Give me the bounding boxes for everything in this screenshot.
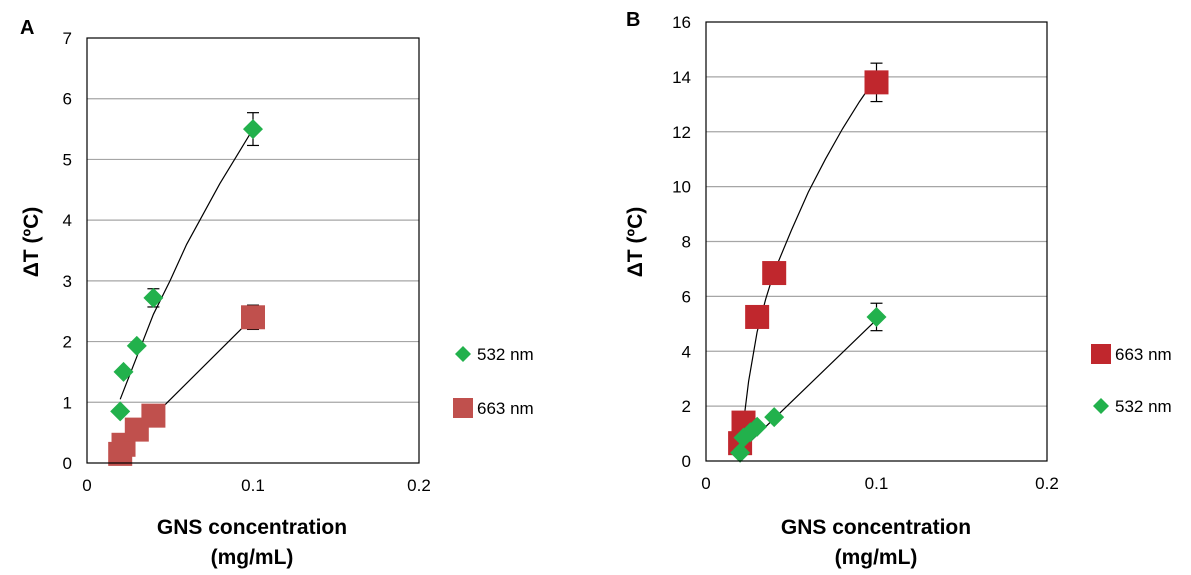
chart-panel-a: A 0 1 2 3 4 5 6 7 0 0.1 0.2 ΔT (ºC) GNS concentra… <box>20 17 534 569</box>
y-tick-labels-b: 0 2 4 6 8 10 12 14 16 <box>672 13 691 471</box>
legend-marker-a-532nm <box>455 346 471 362</box>
legend-label-b-532nm: 532 nm <box>1115 397 1172 416</box>
x-axis-title-b-line2: (mg/mL) <box>835 546 918 569</box>
x-tick-label-b-1: 0.1 <box>865 474 889 493</box>
trendline-b-663nm <box>742 76 877 423</box>
legend-label-a-532nm: 532 nm <box>477 345 534 364</box>
y-tick-label-a-2: 2 <box>63 333 72 352</box>
data-point-b-663nm-2 <box>745 304 770 329</box>
x-tick-labels-b: 0 0.1 0.2 <box>701 474 1059 493</box>
data-point-a-532nm-3 <box>143 287 164 308</box>
data-point-b-532nm-0 <box>730 442 751 463</box>
data-point-b-532nm-5 <box>866 306 887 327</box>
y-tick-label-b-3: 6 <box>682 287 691 306</box>
data-point-a-532nm-1 <box>113 361 134 382</box>
chart-panel-b: B 0 2 4 6 8 10 12 14 16 0 0.1 0.2 ΔT (ºC) GNS conc… <box>624 9 1172 569</box>
data-point-a-532nm-2 <box>126 335 147 356</box>
plot-border-b <box>705 21 1048 462</box>
y-tick-label-b-0: 0 <box>682 452 691 471</box>
x-tick-label-b-0: 0 <box>701 474 710 493</box>
y-tick-label-a-0: 0 <box>63 454 72 473</box>
legend-label-a-663nm: 663 nm <box>477 399 534 418</box>
legend-b: 663 nm 532 nm <box>1091 344 1172 416</box>
x-axis-title-b-line1: GNS concentration <box>781 516 971 539</box>
y-tick-labels-a: 0 1 2 3 4 5 6 7 <box>63 29 72 473</box>
plot-frame-b <box>705 21 1048 462</box>
panel-label-b: B <box>626 9 640 31</box>
error-bars-b <box>870 62 883 332</box>
y-tick-label-b-8: 16 <box>672 13 691 32</box>
data-point-b-663nm-3 <box>762 261 787 286</box>
x-tick-label-b-2: 0.2 <box>1035 474 1059 493</box>
x-tick-label-a-1: 0.1 <box>241 476 265 495</box>
trendline-a-532nm <box>119 128 254 400</box>
grid-lines-b <box>706 76 1047 407</box>
data-point-a-532nm-0 <box>110 401 131 422</box>
trendlines-b <box>739 76 877 452</box>
data-point-a-663nm-3 <box>141 403 166 428</box>
x-axis-title-a-line1: GNS concentration <box>157 516 347 539</box>
legend-marker-a-663nm <box>453 398 473 418</box>
legend-marker-b-663nm <box>1091 344 1111 364</box>
data-point-a-663nm-4 <box>241 305 265 330</box>
plot-frame-a <box>86 37 420 464</box>
y-tick-label-a-6: 6 <box>63 90 72 109</box>
y-tick-label-b-1: 2 <box>682 397 691 416</box>
y-tick-label-b-6: 12 <box>672 123 691 142</box>
y-axis-title-b: ΔT (ºC) <box>624 207 647 278</box>
y-tick-label-b-2: 4 <box>682 342 691 361</box>
legend-label-b-663nm: 663 nm <box>1115 345 1172 364</box>
data-point-b-532nm-3 <box>747 416 768 437</box>
y-tick-label-b-7: 14 <box>672 68 691 87</box>
legend-a: 532 nm 663 nm <box>453 345 534 418</box>
legend-marker-b-532nm <box>1093 398 1109 414</box>
panel-label-a: A <box>20 17 34 39</box>
y-axis-title-a: ΔT (ºC) <box>20 207 43 278</box>
trendlines-a <box>119 128 254 447</box>
data-markers-a <box>108 119 265 466</box>
y-tick-label-b-4: 8 <box>682 233 691 252</box>
y-tick-label-a-4: 4 <box>63 211 72 230</box>
y-tick-label-a-7: 7 <box>63 29 72 48</box>
x-axis-title-a-line2: (mg/mL) <box>211 546 294 569</box>
y-tick-label-a-3: 3 <box>63 272 72 291</box>
plot-border-a <box>86 37 420 464</box>
y-tick-label-a-1: 1 <box>63 393 72 412</box>
data-point-a-532nm-4 <box>243 119 263 140</box>
data-point-b-532nm-4 <box>764 407 785 428</box>
data-markers-b <box>728 70 889 463</box>
error-bars-a <box>147 112 259 331</box>
y-tick-label-a-5: 5 <box>63 150 72 169</box>
x-tick-label-a-0: 0 <box>82 476 91 495</box>
x-tick-label-a-2: 0.2 <box>407 476 431 495</box>
x-tick-labels-a: 0 0.1 0.2 <box>82 476 431 495</box>
data-point-b-663nm-4 <box>864 70 889 95</box>
y-tick-label-b-5: 10 <box>672 178 691 197</box>
